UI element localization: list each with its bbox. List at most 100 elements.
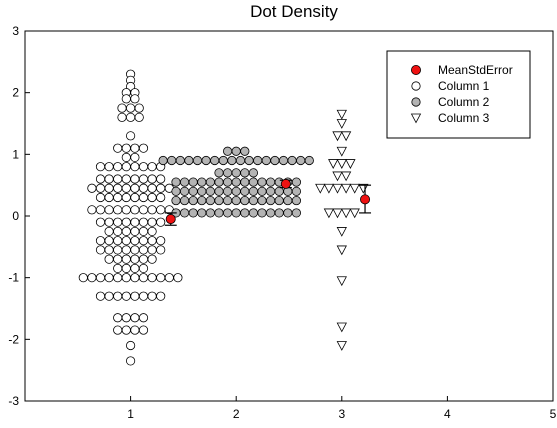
column-3-point bbox=[332, 171, 343, 182]
column-2-point bbox=[274, 195, 284, 206]
column-1-point bbox=[113, 192, 123, 203]
column-2-point bbox=[231, 146, 241, 156]
column-1-point bbox=[147, 205, 157, 215]
column-2-point bbox=[283, 208, 293, 218]
column-1-point bbox=[104, 236, 114, 246]
column-2-point bbox=[291, 208, 301, 218]
column-1-point bbox=[87, 183, 97, 193]
column-2-point bbox=[304, 155, 314, 166]
column-1-point bbox=[130, 226, 140, 237]
column-1-point bbox=[121, 325, 131, 335]
column-1-point bbox=[87, 205, 97, 215]
mean-std-error-markers bbox=[164, 178, 372, 226]
y-tick-label: 2 bbox=[12, 86, 19, 100]
column-2-point bbox=[205, 208, 215, 218]
column-1-point bbox=[130, 245, 140, 255]
column-1-point bbox=[95, 205, 106, 215]
column-1-point bbox=[121, 162, 131, 172]
column-3-point bbox=[315, 183, 326, 194]
column-2-point bbox=[214, 177, 224, 187]
column-1-point bbox=[104, 217, 114, 227]
column-1-point bbox=[121, 205, 131, 215]
column-3-point bbox=[336, 159, 347, 169]
column-1-point bbox=[95, 291, 106, 301]
column-1-point bbox=[130, 152, 140, 163]
y-axis: -3 -2 -1 0 1 2 3 bbox=[8, 24, 30, 408]
column-2-point bbox=[248, 208, 258, 218]
column-1-point bbox=[138, 143, 149, 153]
column-1-point bbox=[134, 112, 144, 122]
column-3-point bbox=[340, 208, 352, 219]
column-1-point bbox=[87, 273, 97, 283]
column-1-point bbox=[113, 205, 123, 215]
column-1-point bbox=[130, 236, 140, 246]
column-2-point bbox=[240, 168, 250, 178]
column-1-point bbox=[117, 103, 127, 113]
column-2-point bbox=[223, 208, 233, 218]
column-3-point bbox=[336, 245, 347, 256]
column-1-point bbox=[113, 162, 123, 172]
column-2-point bbox=[171, 186, 181, 196]
column-1-point bbox=[138, 263, 149, 274]
column-1-point bbox=[113, 226, 123, 237]
column-1-point bbox=[147, 245, 157, 255]
column-2-point bbox=[197, 195, 207, 206]
column-1-point bbox=[117, 112, 127, 122]
column-1-point bbox=[113, 273, 123, 283]
column-2-point bbox=[205, 195, 215, 206]
column-2-point bbox=[248, 177, 258, 187]
legend-marker bbox=[411, 81, 421, 91]
column-1-point bbox=[95, 162, 106, 172]
column-1-point bbox=[147, 192, 157, 203]
column-2-point bbox=[287, 155, 297, 166]
column-2-point bbox=[223, 195, 233, 206]
column-1-point bbox=[130, 183, 140, 193]
column-2-point bbox=[214, 168, 224, 178]
column-1-point bbox=[104, 291, 114, 301]
column-2-point bbox=[188, 208, 198, 218]
column-1-point bbox=[147, 162, 157, 172]
column-1-point bbox=[126, 131, 136, 141]
column-2-point bbox=[231, 177, 241, 187]
column-1-point bbox=[104, 183, 114, 193]
column-1-point bbox=[156, 174, 166, 184]
column-1-point bbox=[156, 273, 166, 283]
column-2-point bbox=[197, 186, 207, 196]
column-2-point bbox=[240, 146, 250, 156]
column-2-point bbox=[231, 186, 241, 196]
column-2-point bbox=[180, 186, 190, 196]
column-3-point bbox=[336, 227, 347, 237]
column-1-point bbox=[138, 236, 149, 246]
column-2-point bbox=[223, 186, 233, 196]
column-2-point bbox=[184, 155, 194, 166]
column-1-point bbox=[130, 263, 140, 274]
column-2-point bbox=[265, 186, 276, 196]
column-1-point bbox=[130, 143, 140, 153]
x-tick-label: 4 bbox=[444, 407, 451, 421]
legend-label: Column 2 bbox=[438, 95, 490, 109]
column-1-point bbox=[121, 273, 131, 283]
column-2-point bbox=[197, 177, 207, 187]
column-3-point bbox=[340, 171, 352, 182]
column-1-point bbox=[173, 273, 183, 283]
legend-label: Column 3 bbox=[438, 111, 490, 125]
column-3-point bbox=[336, 276, 347, 287]
column-1-point bbox=[156, 183, 166, 193]
column-1-point bbox=[78, 273, 88, 283]
column-2-point bbox=[180, 177, 190, 187]
column-1-point bbox=[138, 217, 149, 227]
legend: MeanStdError Column 1 Column 2 Column 3 bbox=[386, 50, 531, 139]
column-2-point bbox=[265, 195, 276, 206]
column-1-point bbox=[130, 192, 140, 203]
x-axis: 1 2 3 4 5 bbox=[127, 396, 557, 421]
column-2-point bbox=[296, 155, 306, 166]
column-1-point bbox=[113, 236, 123, 246]
x-tick-label: 5 bbox=[550, 407, 557, 421]
column-1-point bbox=[138, 254, 149, 264]
column-2-point bbox=[214, 195, 224, 206]
column-1-point bbox=[164, 273, 174, 283]
column-2-point bbox=[188, 177, 198, 187]
column-1-point bbox=[156, 291, 166, 301]
column-1-point bbox=[121, 174, 131, 184]
column-2-point bbox=[240, 177, 250, 187]
